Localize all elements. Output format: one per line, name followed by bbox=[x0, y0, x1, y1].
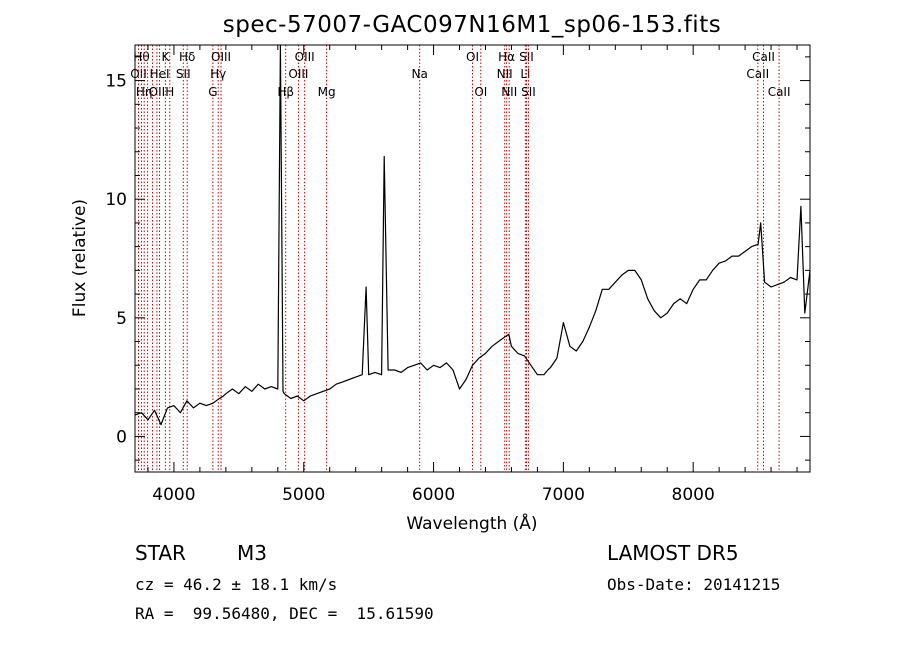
line-marker-label-7: K bbox=[161, 50, 170, 64]
object-class: STAR bbox=[135, 541, 186, 565]
line-marker-label-19: OI bbox=[466, 50, 479, 64]
redshift-velocity: cz = 46.2 ± 18.1 km/s bbox=[135, 575, 338, 594]
line-marker-label-22: Hα bbox=[498, 50, 515, 64]
survey-name: LAMOST DR5 bbox=[607, 541, 739, 565]
line-marker-label-10: Hδ bbox=[179, 50, 195, 64]
line-marker-label-18: Na bbox=[411, 67, 427, 81]
line-marker-label-26: SII bbox=[521, 85, 536, 99]
line-markers: OIIHθHηOIIHeIKHSIIHδGHγOIIIHβOIIIOIIIMgN… bbox=[130, 45, 791, 472]
y-tick-label-0: 0 bbox=[116, 427, 127, 447]
y-axis-label: Flux (relative) bbox=[70, 199, 90, 317]
x-axis-label: Wavelength (Å) bbox=[406, 512, 537, 534]
line-marker-label-5: OII bbox=[149, 85, 166, 99]
line-marker-label-1: Hθ bbox=[133, 50, 149, 64]
line-marker-label-27: CaII bbox=[746, 67, 769, 81]
plot-frame bbox=[134, 44, 811, 473]
observation-date: Obs-Date: 20141215 bbox=[607, 575, 781, 594]
x-tick-label-7000: 7000 bbox=[542, 485, 585, 505]
spectrum-series bbox=[134, 44, 811, 426]
x-tick-label-6000: 6000 bbox=[412, 485, 455, 505]
chart-title: spec-57007-GAC097N16M1_sp06-153.fits bbox=[223, 12, 721, 38]
line-marker-label-16: OIII bbox=[295, 50, 315, 64]
line-marker-label-15: OIII bbox=[288, 67, 308, 81]
line-marker-label-8: H bbox=[165, 85, 174, 99]
line-marker-label-25: SII bbox=[519, 50, 534, 64]
line-marker-label-9: SII bbox=[176, 67, 191, 81]
axis-ticks: 4000 5000 6000 7000 8000 0 5 10 15 bbox=[105, 45, 810, 505]
line-marker-label-29: CaII bbox=[768, 85, 791, 99]
y-tick-label-5: 5 bbox=[116, 309, 127, 329]
line-marker-label-0: OII bbox=[130, 67, 147, 81]
line-marker-label-20: OI bbox=[474, 85, 487, 99]
x-tick-label-8000: 8000 bbox=[672, 485, 715, 505]
object-subclass: M3 bbox=[237, 541, 267, 565]
spectrum-line bbox=[134, 44, 811, 426]
line-marker-label-23: NII bbox=[501, 85, 517, 99]
line-marker-label-12: Hγ bbox=[210, 67, 226, 81]
line-marker-label-28: CaII bbox=[752, 50, 775, 64]
line-marker-label-13: OIII bbox=[211, 50, 231, 64]
line-marker-label-21: NII bbox=[497, 67, 513, 81]
line-marker-label-6: HeI bbox=[150, 67, 170, 81]
line-marker-label-24: Li bbox=[520, 67, 530, 81]
line-marker-label-11: G bbox=[208, 85, 217, 99]
x-tick-label-5000: 5000 bbox=[282, 485, 325, 505]
y-tick-label-15: 15 bbox=[105, 72, 127, 92]
line-marker-label-14: Hβ bbox=[277, 85, 294, 99]
x-tick-label-4000: 4000 bbox=[152, 485, 195, 505]
line-marker-label-17: Mg bbox=[318, 85, 336, 99]
y-tick-label-10: 10 bbox=[105, 190, 127, 210]
line-marker-label-2: Hη bbox=[136, 85, 153, 99]
sky-coordinates: RA = 99.56480, DEC = 15.61590 bbox=[135, 604, 434, 623]
